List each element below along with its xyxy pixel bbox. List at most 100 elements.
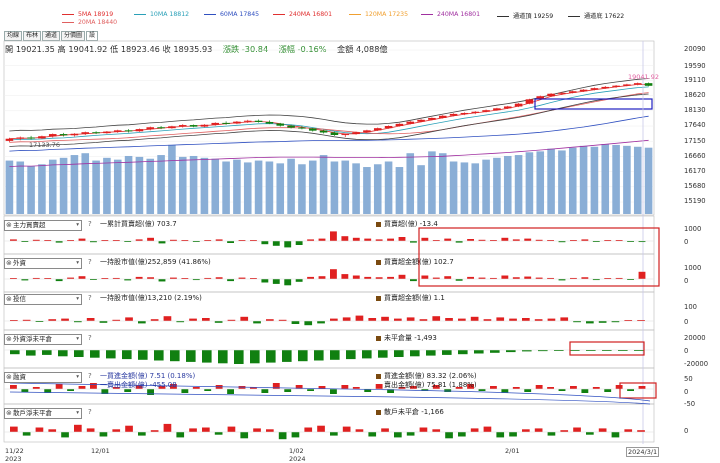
help-icon[interactable]: ? bbox=[88, 220, 92, 228]
candle-body bbox=[438, 115, 447, 118]
indicator-bar bbox=[35, 321, 44, 322]
volume-bar bbox=[406, 153, 415, 214]
indicator-bar bbox=[307, 276, 314, 279]
candle-body bbox=[568, 91, 577, 93]
close-icon[interactable]: ⊗ bbox=[6, 409, 12, 417]
indicator-bar bbox=[496, 432, 505, 438]
panel5-selector[interactable]: ⊗ 融資 ▾ bbox=[4, 372, 82, 383]
help-icon[interactable]: ? bbox=[88, 408, 92, 416]
panel1-selector[interactable]: ⊗ 主力買賣超 ▾ bbox=[4, 220, 82, 231]
help-icon[interactable]: ? bbox=[88, 334, 92, 342]
tab-settings[interactable]: 設 bbox=[86, 31, 99, 41]
volume-bar bbox=[276, 163, 285, 214]
panel6-selector[interactable]: ⊗ 散戶淨未平倉 ▾ bbox=[4, 408, 82, 419]
ma-legend-20ma: 20MA 18440 bbox=[62, 19, 117, 26]
indicator-bar bbox=[581, 277, 589, 279]
indicator-bar bbox=[554, 350, 564, 351]
candle-body bbox=[48, 134, 57, 137]
indicator-bar bbox=[394, 432, 402, 438]
indicator-bar bbox=[181, 240, 189, 241]
indicator-bar bbox=[202, 427, 210, 432]
close-icon[interactable]: ⊗ bbox=[6, 295, 12, 303]
volume-bar bbox=[460, 162, 469, 214]
indicator-bar bbox=[355, 315, 364, 321]
tab-ma[interactable]: 均線 bbox=[4, 31, 23, 41]
close-icon[interactable]: ⊗ bbox=[6, 259, 12, 267]
x-tick: 2/01 bbox=[505, 447, 520, 455]
candle-body bbox=[525, 99, 534, 104]
indicator-bar bbox=[78, 276, 86, 279]
price-panel-frame bbox=[3, 40, 655, 216]
close-icon[interactable]: ⊗ bbox=[6, 221, 12, 229]
candle-body bbox=[81, 132, 90, 134]
panel5-right-label: 買進金額(億) 83.32 (2.06%) bbox=[376, 371, 477, 381]
indicator-bar bbox=[490, 350, 500, 353]
volume-bar bbox=[503, 155, 512, 214]
indicator-bar bbox=[189, 318, 197, 321]
volume-bar bbox=[298, 164, 306, 214]
volume-bar bbox=[525, 152, 534, 214]
help-icon[interactable]: ? bbox=[88, 294, 92, 302]
panel2-right-label: 買賣超金額(億) 102.7 bbox=[376, 257, 454, 267]
indicator-bar bbox=[490, 386, 497, 389]
ma-legend-10ma: 10MA 18812 bbox=[134, 11, 189, 18]
indicator-bar bbox=[204, 277, 212, 279]
candle-body bbox=[27, 137, 35, 139]
panel3-axis-tick: 0 bbox=[684, 318, 689, 326]
indicator-bar bbox=[509, 432, 517, 437]
pct-value: 漲幅 -0.16% bbox=[278, 44, 327, 54]
ma-legend-240ma-red: 240MA 16801 bbox=[273, 11, 332, 18]
indicator-bar bbox=[10, 239, 17, 241]
indicator-bar bbox=[592, 387, 600, 389]
volume-bar bbox=[124, 155, 133, 214]
indicator-bar bbox=[240, 316, 249, 321]
close-icon[interactable]: ⊗ bbox=[6, 373, 12, 381]
tab-bollinger[interactable]: 布林 bbox=[23, 31, 42, 41]
indicator-bar bbox=[55, 279, 63, 282]
indicator-bar bbox=[250, 387, 257, 389]
panel4-selector[interactable]: ⊗ 外資淨未平倉 ▾ bbox=[4, 334, 82, 345]
indicator-bar bbox=[570, 240, 577, 241]
indicator-bar bbox=[615, 277, 623, 279]
indicator-bar bbox=[282, 350, 292, 362]
open-value: 19021.35 bbox=[15, 44, 55, 54]
volume-bar bbox=[438, 153, 447, 214]
volume-bar bbox=[146, 158, 155, 214]
indicator-bar bbox=[432, 385, 440, 389]
volume-bar bbox=[514, 155, 523, 214]
indicator-bar bbox=[398, 274, 406, 279]
candle-body bbox=[276, 123, 285, 126]
help-icon[interactable]: ? bbox=[88, 258, 92, 266]
panel3-selector[interactable]: ⊗ 投信 ▾ bbox=[4, 294, 82, 305]
indicator-bar bbox=[10, 385, 17, 389]
indicator-bar bbox=[604, 389, 612, 392]
panel3-left-text: 一持股市值(億)13,210 (2.19%) bbox=[100, 294, 202, 302]
indicator-bar bbox=[483, 426, 492, 432]
close-icon[interactable]: ⊗ bbox=[6, 335, 12, 343]
indicator-bar bbox=[352, 275, 360, 279]
panel4-axis-tick: 0 bbox=[684, 347, 689, 355]
indicator-bar bbox=[368, 318, 377, 321]
indicator-bar bbox=[101, 240, 109, 241]
channel-top-line bbox=[9, 78, 649, 132]
panel2-selector[interactable]: ⊗ 外資 ▾ bbox=[4, 258, 82, 269]
indicator-bar bbox=[10, 426, 18, 432]
indicator-bar bbox=[615, 385, 623, 389]
indicator-bar bbox=[318, 386, 326, 389]
low-label: 低 bbox=[110, 44, 119, 54]
indicator-bar bbox=[470, 316, 479, 321]
tab-channel[interactable]: 通道 bbox=[42, 31, 61, 41]
help-icon[interactable]: ? bbox=[88, 372, 92, 380]
indicator-bar bbox=[501, 237, 509, 241]
indicator-bar bbox=[478, 277, 486, 279]
volume-bar bbox=[319, 155, 328, 214]
panel5-axis-tick: 50 bbox=[684, 375, 693, 383]
indicator-bar bbox=[602, 350, 612, 351]
ohlc-readout: 開 19021.35 高 19041.92 低 18923.46 收 18935… bbox=[5, 43, 388, 55]
indicator-bar bbox=[522, 318, 530, 321]
tab-volume-profile[interactable]: 分價圖 bbox=[61, 31, 86, 41]
indicator-bar bbox=[35, 427, 44, 432]
panel5-axis-tick: 0 bbox=[684, 388, 689, 396]
candle-body bbox=[460, 112, 469, 114]
indicator-bar bbox=[170, 277, 177, 279]
